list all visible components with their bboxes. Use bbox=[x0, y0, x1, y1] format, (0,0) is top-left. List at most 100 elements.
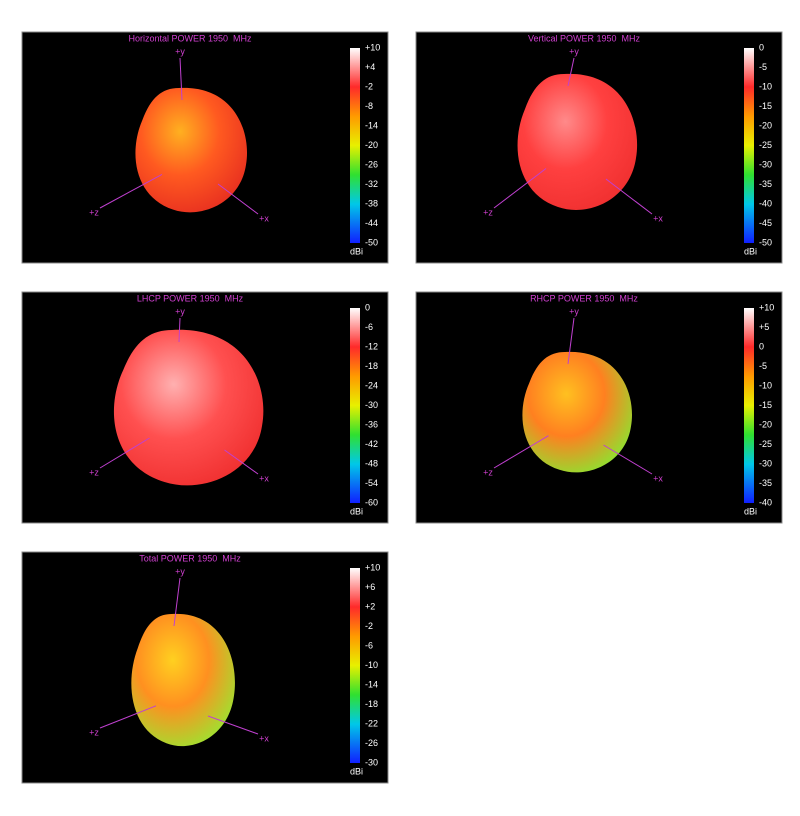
colorbar bbox=[350, 308, 360, 503]
colorbar-label: -25 bbox=[759, 439, 772, 449]
colorbar-label: +6 bbox=[365, 582, 375, 592]
colorbar-label: -30 bbox=[759, 458, 772, 468]
axis-line bbox=[217, 183, 259, 215]
colorbar-label: -35 bbox=[759, 478, 772, 488]
colorbar-label: -5 bbox=[759, 62, 767, 72]
pattern-surface bbox=[517, 73, 638, 210]
colorbar-label: -2 bbox=[365, 81, 373, 91]
panel: LHCP POWER 1950 MHz +y +z +x 0 -6 -12 -18 -24 -30… bbox=[21, 291, 389, 524]
axis-label: +x bbox=[259, 213, 269, 223]
axis-label: +z bbox=[483, 467, 493, 477]
colorbar-label: -60 bbox=[365, 497, 378, 507]
colorbar-label: -22 bbox=[365, 718, 378, 728]
axis-line bbox=[179, 57, 183, 101]
colorbar-label: -20 bbox=[759, 419, 772, 429]
colorbar-label: -10 bbox=[759, 81, 772, 91]
colorbar-label: -20 bbox=[365, 140, 378, 150]
colorbar-label: -44 bbox=[365, 218, 378, 228]
colorbar-label: +10 bbox=[365, 562, 380, 572]
axis-label: +y bbox=[569, 46, 579, 56]
colorbar bbox=[350, 568, 360, 763]
colorbar-label: -12 bbox=[365, 341, 378, 351]
colorbar-label: -30 bbox=[759, 159, 772, 169]
colorbar-label: -6 bbox=[365, 640, 373, 650]
colorbar-label: -5 bbox=[759, 361, 767, 371]
colorbar-label: -38 bbox=[365, 198, 378, 208]
colorbar-label: -10 bbox=[365, 660, 378, 670]
colorbar-label: -18 bbox=[365, 361, 378, 371]
colorbar-label: -25 bbox=[759, 140, 772, 150]
axis-line bbox=[99, 705, 157, 729]
axis-label: +x bbox=[653, 213, 663, 223]
colorbar-label: -20 bbox=[759, 120, 772, 130]
colorbar-label: -8 bbox=[365, 101, 373, 111]
axis-line bbox=[99, 437, 150, 469]
axis-label: +x bbox=[259, 473, 269, 483]
axis-line bbox=[603, 444, 653, 475]
panel-title: RHCP POWER 1950 MHz bbox=[530, 293, 638, 303]
colorbar-unit: dBi bbox=[744, 246, 757, 256]
colorbar-label: -30 bbox=[365, 757, 378, 767]
panel: Horizontal POWER 1950 MHz +y +z +x +10 +4 -2 -8… bbox=[21, 31, 389, 264]
axis-label: +x bbox=[653, 473, 663, 483]
colorbar bbox=[744, 48, 754, 243]
axis-line bbox=[567, 57, 575, 87]
axis-line bbox=[567, 317, 575, 365]
colorbar-label: +5 bbox=[759, 322, 769, 332]
axis-label: +z bbox=[89, 207, 99, 217]
colorbar-label: -24 bbox=[365, 380, 378, 390]
colorbar-label: -50 bbox=[759, 237, 772, 247]
axis-line bbox=[207, 715, 259, 735]
panel: Vertical POWER 1950 MHz +y +z +x 0 -5 -10 -15 -2… bbox=[415, 31, 783, 264]
colorbar bbox=[744, 308, 754, 503]
colorbar-label: 0 bbox=[759, 341, 764, 351]
colorbar-label: -6 bbox=[365, 322, 373, 332]
colorbar-label: -36 bbox=[365, 419, 378, 429]
colorbar-label: -26 bbox=[365, 159, 378, 169]
axis-line bbox=[493, 168, 547, 209]
colorbar-label: -32 bbox=[365, 179, 378, 189]
pattern-surface bbox=[135, 87, 248, 213]
pattern-surface bbox=[131, 613, 235, 747]
axis-label: +y bbox=[569, 306, 579, 316]
pattern-surface bbox=[522, 351, 633, 473]
colorbar-label: -45 bbox=[759, 218, 772, 228]
colorbar-label: -15 bbox=[759, 101, 772, 111]
colorbar-label: -40 bbox=[759, 497, 772, 507]
colorbar-label: -35 bbox=[759, 179, 772, 189]
axis-label: +z bbox=[89, 467, 99, 477]
axis-line bbox=[178, 317, 181, 343]
colorbar-label: -54 bbox=[365, 478, 378, 488]
axis-label: +y bbox=[175, 306, 185, 316]
colorbar-label: -48 bbox=[365, 458, 378, 468]
pattern-surface bbox=[113, 329, 264, 486]
axis-label: +z bbox=[89, 727, 99, 737]
axis-label: +y bbox=[175, 46, 185, 56]
axis-line bbox=[605, 178, 653, 215]
colorbar-label: -40 bbox=[759, 198, 772, 208]
colorbar-label: -15 bbox=[759, 400, 772, 410]
panel-title: Horizontal POWER 1950 MHz bbox=[128, 33, 252, 43]
axis-label: +z bbox=[483, 207, 493, 217]
axis-line bbox=[99, 173, 163, 209]
panel: RHCP POWER 1950 MHz +y +z +x +10 +5 0 -5 -10 -15 -… bbox=[415, 291, 783, 524]
colorbar-label: -14 bbox=[365, 120, 378, 130]
colorbar-label: -18 bbox=[365, 699, 378, 709]
colorbar-label: +4 bbox=[365, 62, 375, 72]
colorbar-unit: dBi bbox=[350, 246, 363, 256]
panel-bg bbox=[415, 31, 783, 264]
axis-label: +y bbox=[175, 566, 185, 576]
colorbar-label: 0 bbox=[759, 42, 764, 52]
panel-title: Total POWER 1950 MHz bbox=[139, 553, 241, 563]
colorbar-label: +2 bbox=[365, 601, 375, 611]
colorbar-label: +10 bbox=[759, 302, 774, 312]
colorbar-label: +10 bbox=[365, 42, 380, 52]
axis-line bbox=[173, 577, 181, 627]
panel: Total POWER 1950 MHz +y +z +x +10 +6 +2 -2 -6 -10… bbox=[21, 551, 389, 784]
colorbar-label: -2 bbox=[365, 621, 373, 631]
colorbar-label: -26 bbox=[365, 738, 378, 748]
colorbar-label: -42 bbox=[365, 439, 378, 449]
colorbar-label: -10 bbox=[759, 380, 772, 390]
colorbar bbox=[350, 48, 360, 243]
